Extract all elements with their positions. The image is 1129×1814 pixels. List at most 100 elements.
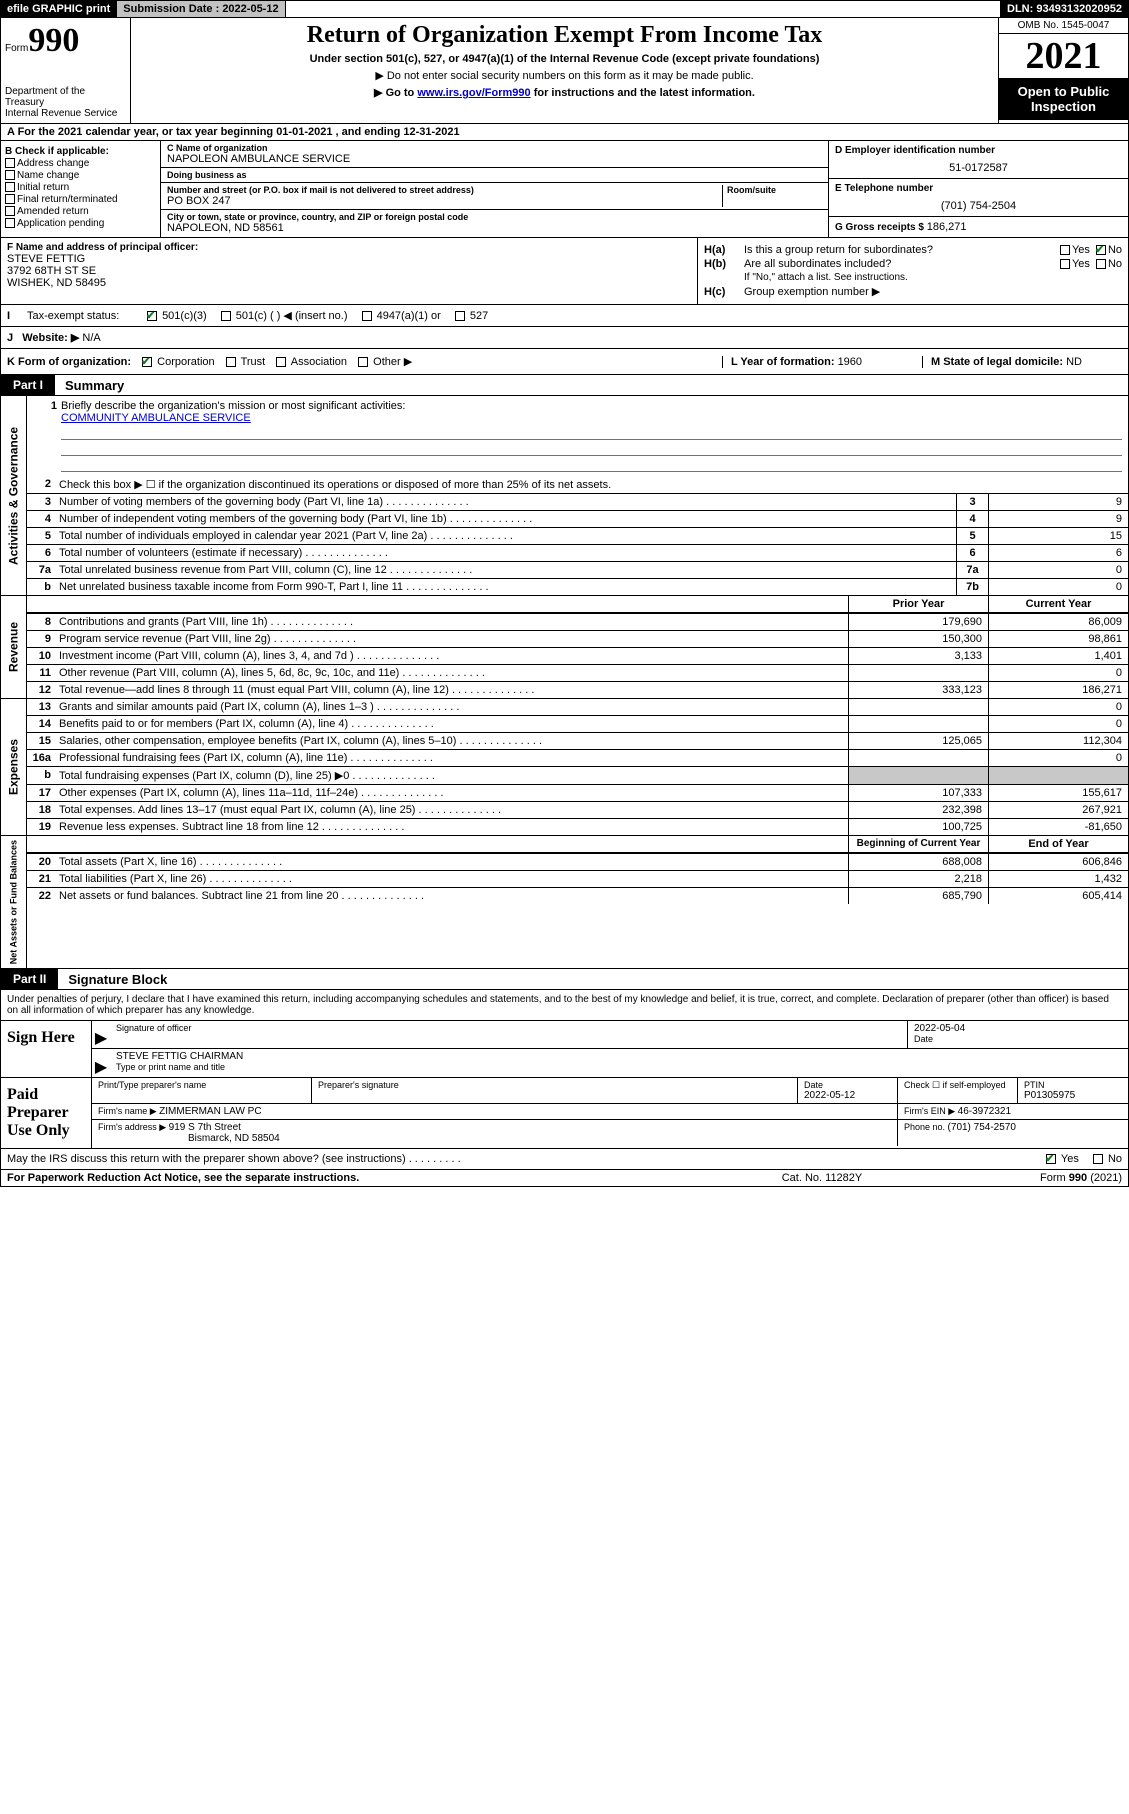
summary-line: 18 Total expenses. Add lines 13–17 (must… (27, 801, 1128, 818)
hb-yes[interactable]: Yes (1060, 258, 1090, 270)
ein-label: D Employer identification number (835, 145, 1122, 156)
current-value: 267,921 (988, 802, 1128, 818)
col-f: F Name and address of principal officer:… (1, 238, 698, 304)
address-row: Number and street (or P.O. box if mail i… (161, 183, 828, 210)
summary-line: 13 Grants and similar amounts paid (Part… (27, 699, 1128, 715)
line-text: Grants and similar amounts paid (Part IX… (55, 699, 848, 715)
opt-label: Trust (241, 356, 266, 368)
na-header: Beginning of Current Year End of Year (27, 836, 1128, 854)
firm-ein-label: Firm's EIN ▶ (904, 1106, 958, 1116)
form-note-2: ▶ Go to www.irs.gov/Form990 for instruct… (137, 86, 992, 99)
date-label: Date (804, 1080, 891, 1090)
chk-name-change[interactable]: Name change (5, 170, 156, 181)
prior-value: 107,333 (848, 785, 988, 801)
chk-amended[interactable]: Amended return (5, 206, 156, 217)
may-no[interactable]: No (1093, 1153, 1122, 1165)
prior-value: 125,065 (848, 733, 988, 749)
form-subtitle: Under section 501(c), 527, or 4947(a)(1)… (137, 53, 992, 65)
chk-app-pending[interactable]: Application pending (5, 218, 156, 229)
ha-no[interactable]: No (1096, 244, 1122, 256)
summary-line: 2 Check this box ▶ ☐ if the organization… (27, 476, 1128, 493)
line-num: 2 (27, 476, 55, 493)
may-yes[interactable]: Yes (1046, 1153, 1079, 1165)
prior-value (848, 750, 988, 766)
mission-value[interactable]: COMMUNITY AMBULANCE SERVICE (61, 412, 251, 424)
chk-trust[interactable]: Trust (226, 356, 266, 368)
sig-date-label: Date (914, 1034, 1122, 1044)
chk-4947[interactable]: 4947(a)(1) or (362, 310, 441, 322)
mission-label: Briefly describe the organization's miss… (61, 400, 405, 412)
summary-line: 9 Program service revenue (Part VIII, li… (27, 630, 1128, 647)
may-discuss-row: May the IRS discuss this return with the… (0, 1149, 1129, 1170)
sign-here-row: Sign Here ▶ Signature of officer 2022-05… (1, 1020, 1128, 1077)
chk-527[interactable]: 527 (455, 310, 488, 322)
sig-officer-label: Signature of officer (116, 1023, 901, 1033)
may-text: May the IRS discuss this return with the… (7, 1153, 1046, 1165)
line-num: 8 (27, 614, 55, 630)
summary-line: 4 Number of independent voting members o… (27, 510, 1128, 527)
col-l: L Year of formation: 1960 (722, 356, 922, 368)
type-name-label: Type or print name and title (116, 1062, 1122, 1072)
hb-no[interactable]: No (1096, 258, 1122, 270)
dba-row: Doing business as (161, 168, 828, 183)
beg-year-hdr: Beginning of Current Year (848, 836, 988, 852)
website-label: Website: ▶ (22, 332, 82, 344)
line-num: 10 (27, 648, 55, 664)
chk-label: Name change (17, 170, 79, 181)
summary-line: 17 Other expenses (Part IX, column (A), … (27, 784, 1128, 801)
line-text: Program service revenue (Part VIII, line… (55, 631, 848, 647)
chk-label: Amended return (17, 206, 89, 217)
current-value: 0 (988, 699, 1128, 715)
chk-corp[interactable]: Corporation (142, 356, 215, 368)
chk-other[interactable]: Other ▶ (358, 356, 412, 368)
summary-line: 22 Net assets or fund balances. Subtract… (27, 887, 1128, 904)
part-tab: Part II (1, 969, 58, 989)
summary-line: 5 Total number of individuals employed i… (27, 527, 1128, 544)
col-deg: D Employer identification number 51-0172… (828, 141, 1128, 237)
col-b: B Check if applicable: Address change Na… (1, 141, 161, 237)
form-num: 990 (28, 22, 79, 59)
summary-line: b Total fundraising expenses (Part IX, c… (27, 766, 1128, 784)
chk-501c3[interactable]: 501(c)(3) (147, 310, 207, 322)
line-num: b (27, 579, 55, 595)
opt-label: 4947(a)(1) or (377, 310, 441, 322)
chk-initial-return[interactable]: Initial return (5, 182, 156, 193)
line-text: Total revenue—add lines 8 through 11 (mu… (55, 682, 848, 698)
vlabel-governance: Activities & Governance (1, 396, 27, 595)
city-label: City or town, state or province, country… (167, 212, 822, 222)
address-value: PO BOX 247 (167, 195, 722, 207)
hc-text: Group exemption number ▶ (744, 285, 1122, 298)
line-box: 6 (956, 545, 988, 561)
line-text: Investment income (Part VIII, column (A)… (55, 648, 848, 664)
chk-address-change[interactable]: Address change (5, 158, 156, 169)
officer-addr1: 3792 68TH ST SE (7, 265, 691, 277)
line-text: Total liabilities (Part X, line 26) (55, 871, 848, 887)
line-text: Total unrelated business revenue from Pa… (55, 562, 956, 578)
col-b-header: B Check if applicable: (5, 146, 156, 157)
current-value: 1,401 (988, 648, 1128, 664)
prior-value (848, 699, 988, 715)
gross-value: 186,271 (927, 221, 967, 233)
line-num: 13 (27, 699, 55, 715)
chk-assoc[interactable]: Association (276, 356, 347, 368)
irs-link[interactable]: www.irs.gov/Form990 (417, 87, 530, 99)
self-employed-check[interactable]: Check ☐ if self-employed (898, 1078, 1018, 1103)
dba-label: Doing business as (167, 170, 822, 180)
officer-printed-name: STEVE FETTIG CHAIRMAN (116, 1051, 1122, 1062)
current-value (988, 767, 1128, 784)
line-num: 12 (27, 682, 55, 698)
goto-pre: ▶ Go to (374, 87, 417, 99)
efile-link[interactable]: efile GRAPHIC print (1, 1, 117, 17)
chk-final-return[interactable]: Final return/terminated (5, 194, 156, 205)
ha-yes[interactable]: Yes (1060, 244, 1090, 256)
summary-line: 19 Revenue less expenses. Subtract line … (27, 818, 1128, 835)
end-year-hdr: End of Year (988, 836, 1128, 852)
line-num: 14 (27, 716, 55, 732)
summary-line: 12 Total revenue—add lines 8 through 11 … (27, 681, 1128, 698)
prep-date-value: 2022-05-12 (804, 1090, 891, 1101)
line-text: Other expenses (Part IX, column (A), lin… (55, 785, 848, 801)
line-text: Total fundraising expenses (Part IX, col… (55, 767, 848, 784)
chk-501c[interactable]: 501(c) ( ) ◀ (insert no.) (221, 309, 348, 322)
prior-value: 232,398 (848, 802, 988, 818)
hb-text: Are all subordinates included? (744, 258, 1060, 270)
